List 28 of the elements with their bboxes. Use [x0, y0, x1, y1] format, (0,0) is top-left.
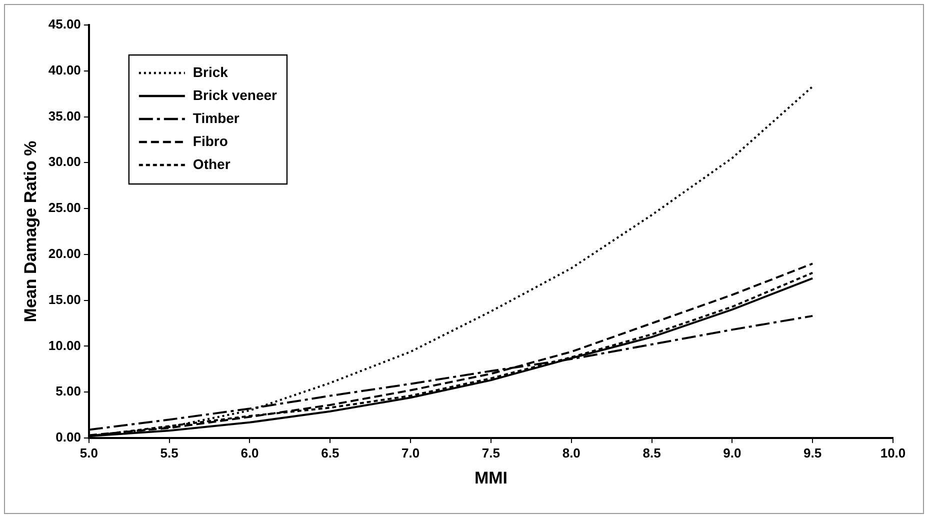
- y-axis-title: Mean Damage Ratio %: [20, 140, 40, 322]
- y-tick-label: 45.00: [48, 16, 81, 32]
- x-tick-label: 8.5: [642, 445, 661, 460]
- x-tick-label: 7.0: [402, 445, 420, 460]
- x-tick-label: 9.5: [804, 445, 822, 460]
- y-tick-label: 25.00: [48, 200, 81, 216]
- legend-label: Timber: [192, 110, 240, 126]
- x-tick-label: 6.0: [240, 445, 259, 460]
- x-tick-label: 7.5: [482, 445, 500, 460]
- legend-label: Fibro: [192, 132, 228, 149]
- y-tick-label: 0.00: [56, 430, 81, 445]
- x-tick-label: 5.5: [160, 445, 178, 460]
- legend-label: Brick veneer: [192, 86, 278, 103]
- x-axis-title: MMI: [474, 468, 508, 488]
- y-tick-label: 40.00: [48, 62, 81, 78]
- y-tick-label: 10.00: [48, 338, 81, 353]
- y-tick-label: 20.00: [48, 246, 81, 262]
- y-tick-label: 35.00: [48, 108, 81, 124]
- y-tick-label: 30.00: [48, 154, 81, 170]
- x-tick-label: 10.0: [880, 445, 906, 460]
- y-tick-label: 5.00: [56, 384, 81, 399]
- x-tick-label: 8.0: [562, 445, 580, 460]
- x-tick-label: 9.0: [723, 445, 742, 460]
- legend-label: Other: [192, 156, 231, 172]
- x-tick-label: 6.5: [321, 445, 340, 460]
- x-tick-label: 5.0: [80, 445, 98, 460]
- legend-label: Brick: [192, 64, 228, 80]
- y-tick-label: 15.00: [48, 292, 81, 307]
